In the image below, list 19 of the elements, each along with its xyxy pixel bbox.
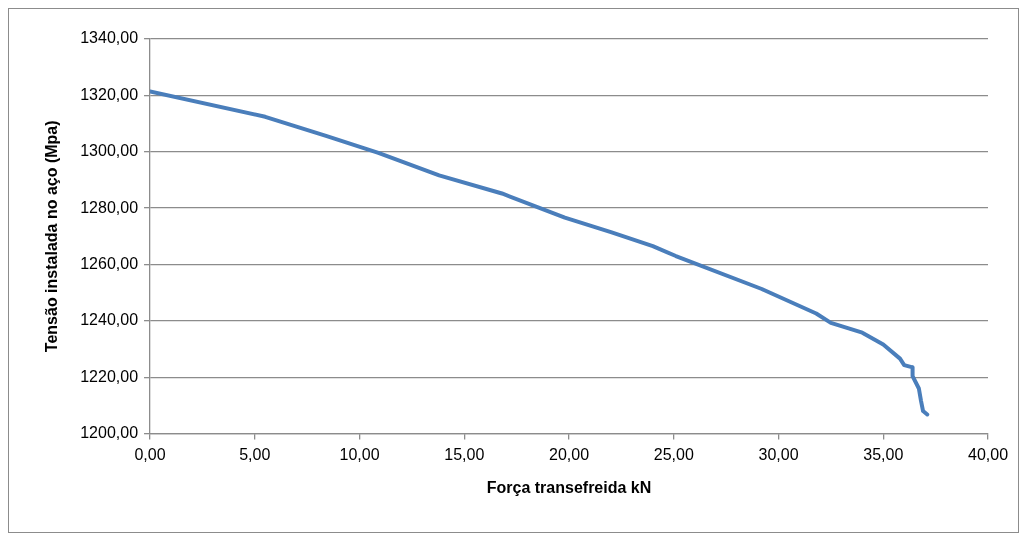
- y-tick-label: 1240,00: [80, 311, 139, 329]
- y-tick-label: 1220,00: [80, 367, 139, 385]
- x-tick-label: 35,00: [863, 445, 904, 463]
- x-tick-label: 15,00: [444, 445, 485, 463]
- y-tick-label: 1340,00: [80, 29, 139, 47]
- x-tick-label: 20,00: [548, 445, 590, 463]
- x-tick-label: 30,00: [758, 445, 799, 463]
- x-tick-label: 10,00: [339, 445, 380, 463]
- y-tick-label: 1200,00: [80, 424, 139, 442]
- x-axis-title: Força transefreida kN: [486, 478, 652, 496]
- y-tick-label: 1260,00: [80, 254, 139, 272]
- y-tick-label: 1300,00: [80, 142, 139, 160]
- y-tick-label: 1320,00: [80, 85, 139, 103]
- x-tick-label: 0,00: [134, 445, 166, 463]
- x-tick-label: 25,00: [653, 445, 694, 463]
- y-tick-label: 1280,00: [80, 198, 139, 216]
- y-axis-title: Tensão instalada no aço (Mpa): [43, 120, 61, 353]
- x-tick-label: 40,00: [967, 445, 1009, 463]
- x-tick-label: 5,00: [239, 445, 271, 463]
